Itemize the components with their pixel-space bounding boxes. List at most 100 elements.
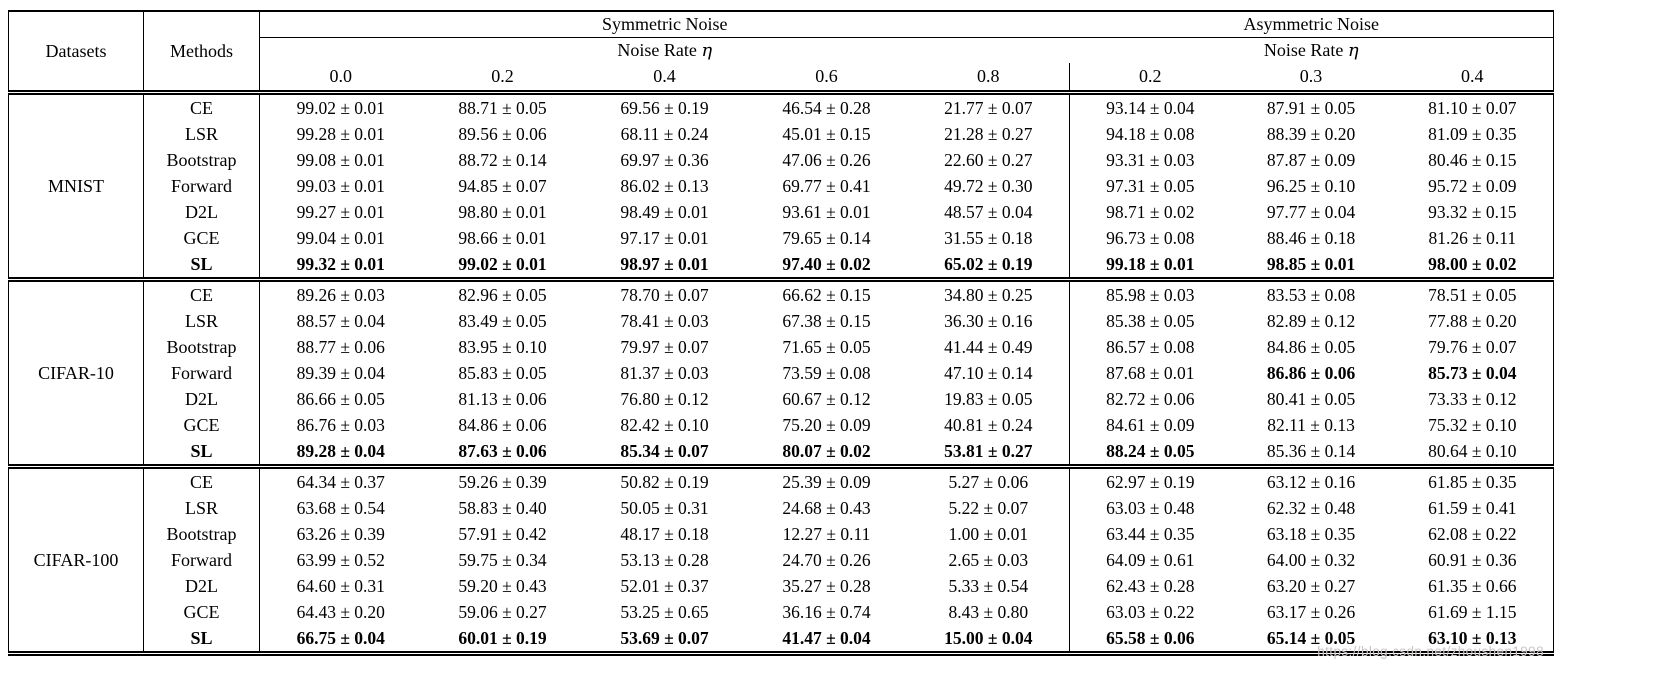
value-cell: 69.97 ± 0.36 bbox=[620, 150, 709, 170]
value-cell: 63.10 ± 0.13 bbox=[1391, 625, 1554, 656]
value-cell: 85.98 ± 0.03 bbox=[1069, 279, 1231, 308]
value-cell: 63.44 ± 0.35 bbox=[1069, 521, 1231, 547]
rate-sym-0.6: 0.6 bbox=[745, 63, 908, 95]
value-cell: 64.00 ± 0.32 bbox=[1266, 550, 1356, 570]
value-cell: 48.57 ± 0.04 bbox=[944, 202, 1033, 222]
value-cell: 41.47 ± 0.04 bbox=[745, 625, 908, 656]
value-cell: 63.03 ± 0.48 bbox=[1069, 495, 1231, 521]
table-row: D2L 64.60 ± 0.31 59.20 ± 0.43 52.01 ± 0.37 3… bbox=[9, 573, 1554, 599]
value-cell: 53.13 ± 0.28 bbox=[620, 550, 709, 570]
rate-sym-0.2: 0.2 bbox=[421, 63, 584, 95]
value-cell: 84.86 ± 0.05 bbox=[1266, 337, 1356, 357]
value-cell: 75.32 ± 0.10 bbox=[1428, 415, 1517, 435]
value-cell: 61.35 ± 0.66 bbox=[1428, 576, 1517, 596]
value-cell: 64.09 ± 0.61 bbox=[1069, 547, 1231, 573]
value-cell: 75.20 ± 0.09 bbox=[782, 415, 871, 435]
method-cell: LSR bbox=[143, 308, 260, 334]
value-cell: 99.08 ± 0.01 bbox=[296, 150, 385, 170]
table-row: GCE 99.04 ± 0.01 98.66 ± 0.01 97.17 ± 0.01 7… bbox=[9, 225, 1554, 251]
value-cell: 61.85 ± 0.35 bbox=[1428, 472, 1517, 492]
value-cell: 46.54 ± 0.28 bbox=[782, 98, 871, 118]
value-cell: 94.18 ± 0.08 bbox=[1069, 121, 1231, 147]
value-cell: 5.22 ± 0.07 bbox=[948, 498, 1029, 518]
value-cell: 65.02 ± 0.19 bbox=[907, 251, 1070, 282]
value-cell: 1.00 ± 0.01 bbox=[948, 524, 1029, 544]
table-row: Bootstrap 88.77 ± 0.06 83.95 ± 0.10 79.97 ±… bbox=[9, 334, 1554, 360]
value-cell: 96.25 ± 0.10 bbox=[1266, 176, 1356, 196]
value-cell: 63.26 ± 0.39 bbox=[296, 524, 385, 544]
value-cell: 86.76 ± 0.03 bbox=[296, 415, 385, 435]
table-row: D2L 86.66 ± 0.05 81.13 ± 0.06 76.80 ± 0.12 6… bbox=[9, 386, 1554, 412]
value-cell: 98.66 ± 0.01 bbox=[458, 228, 547, 248]
dataset-cell: MNIST bbox=[8, 92, 144, 282]
table-row: LSR 99.28 ± 0.01 89.56 ± 0.06 68.11 ± 0.24 4… bbox=[9, 121, 1554, 147]
table-row: Forward 63.99 ± 0.52 59.75 ± 0.34 53.13 ± 0… bbox=[9, 547, 1554, 573]
value-cell: 84.61 ± 0.09 bbox=[1069, 412, 1231, 438]
value-cell: 47.10 ± 0.14 bbox=[944, 363, 1033, 383]
value-cell: 99.03 ± 0.01 bbox=[296, 176, 385, 196]
method-cell: GCE bbox=[143, 599, 260, 625]
value-cell: 61.69 ± 1.15 bbox=[1428, 602, 1517, 622]
value-cell: 69.77 ± 0.41 bbox=[782, 176, 871, 196]
value-cell: 64.34 ± 0.37 bbox=[296, 472, 385, 492]
value-cell: 66.75 ± 0.04 bbox=[259, 625, 422, 656]
value-cell: 88.46 ± 0.18 bbox=[1266, 228, 1356, 248]
header-row-rates: 0.0 0.2 0.4 0.6 0.8 0.2 0.3 0.4 bbox=[9, 63, 1554, 95]
value-cell: 34.80 ± 0.25 bbox=[944, 285, 1033, 305]
value-cell: 69.56 ± 0.19 bbox=[620, 98, 709, 118]
table-row: D2L 99.27 ± 0.01 98.80 ± 0.01 98.49 ± 0.01 9… bbox=[9, 199, 1554, 225]
value-cell: 86.57 ± 0.08 bbox=[1069, 334, 1231, 360]
value-cell: 83.49 ± 0.05 bbox=[458, 311, 547, 331]
value-cell: 81.13 ± 0.06 bbox=[458, 389, 547, 409]
value-cell: 99.04 ± 0.01 bbox=[296, 228, 385, 248]
value-cell: 63.20 ± 0.27 bbox=[1266, 576, 1356, 596]
value-cell: 57.91 ± 0.42 bbox=[458, 524, 547, 544]
rate-asym-0.2: 0.2 bbox=[1069, 63, 1231, 95]
rate-sym-0.0: 0.0 bbox=[259, 63, 422, 95]
value-cell: 53.25 ± 0.65 bbox=[620, 602, 709, 622]
method-cell: Forward bbox=[143, 547, 260, 573]
value-cell: 83.53 ± 0.08 bbox=[1266, 285, 1356, 305]
value-cell: 85.73 ± 0.04 bbox=[1428, 363, 1517, 383]
table-row: Forward 89.39 ± 0.04 85.83 ± 0.05 81.37 ± 0… bbox=[9, 360, 1554, 386]
value-cell: 52.01 ± 0.37 bbox=[620, 576, 709, 596]
value-cell: 85.38 ± 0.05 bbox=[1069, 308, 1231, 334]
value-cell: 89.28 ± 0.04 bbox=[259, 438, 422, 469]
value-cell: 88.72 ± 0.14 bbox=[458, 150, 547, 170]
value-cell: 89.56 ± 0.06 bbox=[458, 124, 547, 144]
value-cell: 97.31 ± 0.05 bbox=[1069, 173, 1231, 199]
value-cell: 45.01 ± 0.15 bbox=[782, 124, 871, 144]
table-row: GCE 64.43 ± 0.20 59.06 ± 0.27 53.25 ± 0.65 3… bbox=[9, 599, 1554, 625]
dataset-cell: CIFAR-100 bbox=[8, 466, 144, 656]
method-cell: Bootstrap bbox=[143, 334, 260, 360]
value-cell: 86.02 ± 0.13 bbox=[620, 176, 709, 196]
value-cell: 63.18 ± 0.35 bbox=[1266, 524, 1356, 544]
value-cell: 98.85 ± 0.01 bbox=[1230, 251, 1392, 282]
value-cell: 82.89 ± 0.12 bbox=[1266, 311, 1356, 331]
method-cell: Bootstrap bbox=[143, 147, 260, 173]
value-cell: 96.73 ± 0.08 bbox=[1069, 225, 1231, 251]
dataset-cell: CIFAR-10 bbox=[8, 279, 144, 469]
value-cell: 53.69 ± 0.07 bbox=[583, 625, 746, 656]
value-cell: 76.80 ± 0.12 bbox=[620, 389, 709, 409]
value-cell: 99.28 ± 0.01 bbox=[296, 124, 385, 144]
table-row: Forward 99.03 ± 0.01 94.85 ± 0.07 86.02 ± 0… bbox=[9, 173, 1554, 199]
value-cell: 93.61 ± 0.01 bbox=[782, 202, 871, 222]
value-cell: 63.03 ± 0.22 bbox=[1069, 599, 1231, 625]
value-cell: 21.28 ± 0.27 bbox=[944, 124, 1033, 144]
value-cell: 97.40 ± 0.02 bbox=[745, 251, 908, 282]
value-cell: 78.51 ± 0.05 bbox=[1428, 285, 1517, 305]
value-cell: 66.62 ± 0.15 bbox=[782, 285, 871, 305]
eta-symbol: η bbox=[701, 40, 713, 61]
value-cell: 59.20 ± 0.43 bbox=[458, 576, 547, 596]
value-cell: 88.39 ± 0.20 bbox=[1266, 124, 1356, 144]
method-cell: Bootstrap bbox=[143, 521, 260, 547]
value-cell: 48.17 ± 0.18 bbox=[620, 524, 709, 544]
value-cell: 99.18 ± 0.01 bbox=[1069, 251, 1231, 282]
value-cell: 98.71 ± 0.02 bbox=[1069, 199, 1231, 225]
watermark: https://blog.csdn.net/zhoushen1998 bbox=[1317, 644, 1544, 659]
value-cell: 79.65 ± 0.14 bbox=[782, 228, 871, 248]
table-row: Bootstrap 63.26 ± 0.39 57.91 ± 0.42 48.17 ±… bbox=[9, 521, 1554, 547]
value-cell: 36.30 ± 0.16 bbox=[944, 311, 1033, 331]
